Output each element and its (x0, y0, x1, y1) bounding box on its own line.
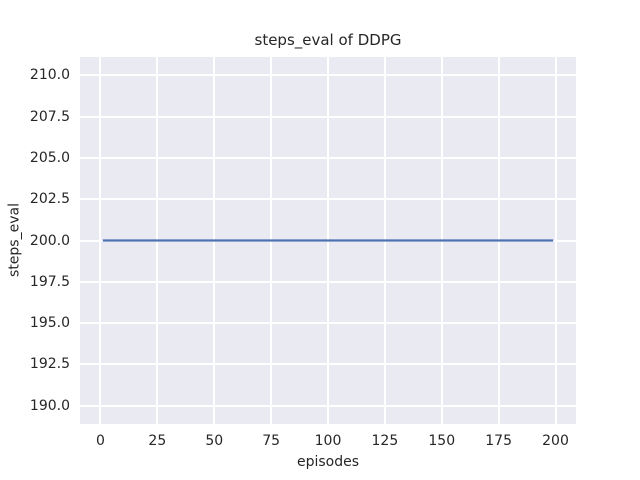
x-tick-label: 50 (205, 433, 224, 449)
x-tick-label: 25 (148, 433, 167, 449)
x-tick-label: 125 (371, 433, 399, 449)
chart-title: steps_eval of DDPG (254, 31, 402, 49)
gridline-horizontal (80, 280, 576, 283)
y-tick-label: 202.5 (29, 191, 70, 208)
x-tick-label: 75 (262, 433, 281, 449)
gridline-horizontal (80, 404, 576, 407)
y-tick-label: 190.0 (29, 397, 70, 414)
gridline-horizontal (80, 198, 576, 201)
x-tick-label: 175 (485, 433, 513, 449)
gridline-horizontal (80, 115, 576, 118)
y-tick-label: 197.5 (29, 273, 70, 290)
gridline-horizontal (80, 363, 576, 366)
y-tick-label: 200.0 (29, 232, 70, 249)
gridline-horizontal (80, 74, 576, 77)
x-tick-label: 200 (542, 433, 569, 449)
y-tick-label: 192.5 (29, 356, 70, 373)
x-tick-label: 0 (96, 433, 105, 449)
series-layer (102, 239, 554, 242)
y-tick-label: 210.0 (29, 67, 70, 84)
y-tick-label: 195.0 (29, 315, 70, 332)
x-tick-label: 150 (428, 433, 456, 449)
x-tick-label: 100 (314, 433, 342, 449)
x-axis-label: episodes (296, 454, 360, 470)
y-tick-label: 205.0 (29, 149, 70, 166)
gridline-horizontal (80, 156, 576, 159)
plot-area (80, 57, 576, 424)
gridline-horizontal (80, 322, 576, 325)
y-axis-label: steps_eval (6, 203, 23, 277)
y-tick-label: 207.5 (29, 108, 70, 125)
